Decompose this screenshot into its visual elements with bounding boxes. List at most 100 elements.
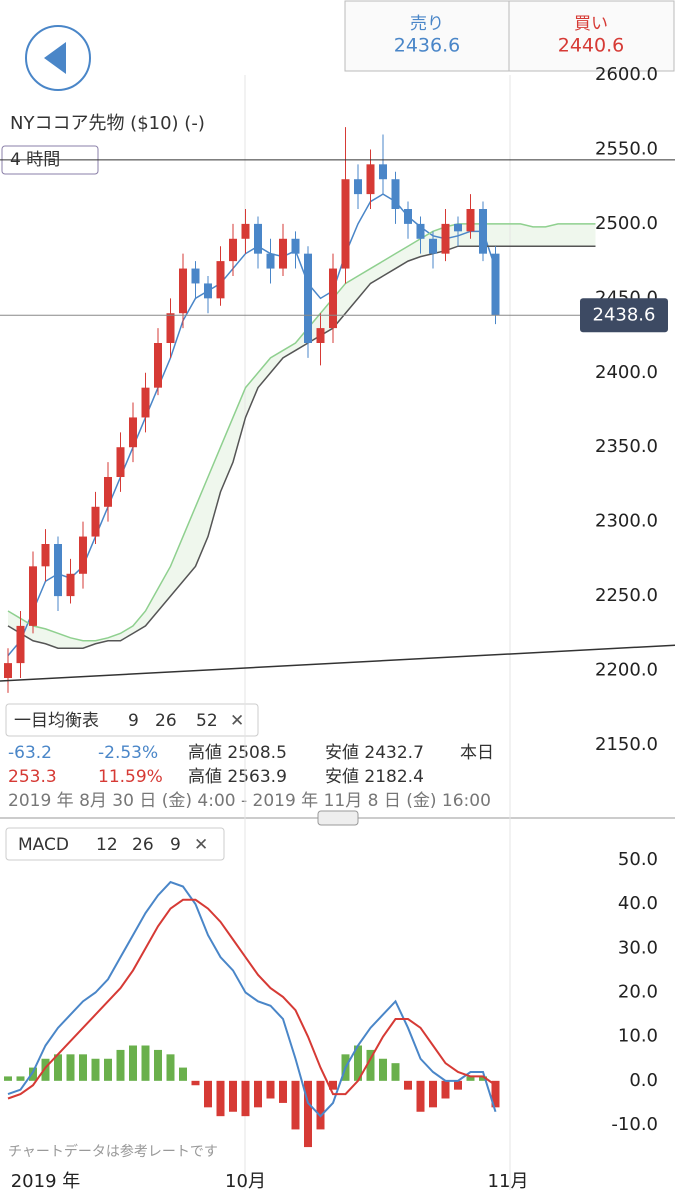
histogram-bar — [141, 1045, 150, 1081]
indicator-line — [7, 193, 497, 657]
macd-param: 12 — [96, 835, 118, 855]
macd-title: MACD — [18, 835, 69, 855]
histogram-bar — [166, 1054, 175, 1081]
y-tick-label: -10.0 — [611, 1114, 658, 1135]
indicator-stat: 高値 2563.9 — [188, 767, 287, 787]
candle-body — [379, 164, 387, 180]
candle-body — [16, 625, 25, 664]
instrument-title: NYココア先物 ($10) (-) — [10, 113, 205, 134]
histogram-bar — [279, 1080, 287, 1103]
indicator-line — [7, 245, 596, 649]
candle-body — [54, 544, 62, 597]
histogram-bar — [79, 1054, 87, 1081]
candle-body — [104, 477, 112, 507]
histogram-bar — [454, 1080, 462, 1090]
candle-body — [166, 313, 175, 343]
histogram-bar — [179, 1067, 187, 1081]
resize-handle[interactable] — [317, 810, 359, 826]
x-tick-label: 10月 — [225, 1171, 266, 1192]
histogram-bar — [266, 1080, 275, 1099]
histogram-bar — [241, 1080, 250, 1117]
indicator-stat: 本日 — [460, 743, 494, 763]
candle-body — [329, 268, 337, 329]
histogram-bar — [429, 1080, 437, 1108]
histogram-bar — [41, 1058, 50, 1081]
candle-body — [229, 238, 237, 262]
indicator-line — [7, 223, 596, 642]
candle-body — [441, 223, 450, 254]
candle-body — [354, 179, 362, 195]
y-tick-label: 2350.0 — [595, 436, 658, 457]
candle-body — [454, 223, 462, 232]
close-icon[interactable]: ✕ — [194, 835, 208, 855]
buy-price: 2440.6 — [558, 35, 624, 57]
candle-body — [129, 417, 137, 448]
histogram-bar — [354, 1045, 362, 1081]
indicator-param: 26 — [155, 711, 177, 731]
buy-button[interactable] — [508, 0, 675, 72]
candle-body — [466, 209, 475, 232]
y-tick-label: 30.0 — [618, 937, 658, 958]
histogram-bar — [366, 1049, 375, 1081]
y-tick-label: 2400.0 — [595, 362, 658, 383]
candle-body — [491, 253, 500, 316]
y-tick-label: 10.0 — [618, 1026, 658, 1047]
macd-chart: -10.0 0.0 10.0 20.0 30.0 40.0 50.0 — [4, 849, 658, 1148]
candle-body — [391, 179, 400, 209]
candle-body — [241, 223, 250, 239]
indicator-stat: 安値 2432.7 — [325, 743, 424, 763]
trend-line — [0, 644, 675, 682]
histogram-bar — [191, 1080, 200, 1086]
histogram-bar — [404, 1080, 412, 1090]
histogram-bar — [4, 1076, 12, 1081]
last-price-box — [580, 298, 668, 333]
indicator-stat: 11.59% — [98, 767, 163, 787]
histogram-bar — [116, 1049, 125, 1081]
y-tick-label: 2500.0 — [595, 213, 658, 234]
indicator-stat: 安値 2182.4 — [325, 767, 424, 787]
histogram-bar — [16, 1076, 25, 1081]
indicator-name: 一目均衡表 — [14, 711, 99, 731]
candle-body — [141, 387, 150, 418]
indicator-stat: -2.53% — [98, 743, 158, 763]
candle-body — [429, 238, 437, 254]
macd-line — [7, 880, 497, 1118]
close-icon[interactable]: ✕ — [230, 711, 244, 731]
histogram-bar — [216, 1080, 225, 1117]
candle-body — [479, 209, 487, 254]
histogram-bar — [466, 1076, 475, 1081]
histogram-bar — [29, 1067, 37, 1081]
candle-body — [216, 261, 225, 299]
indicator-box[interactable] — [5, 703, 259, 737]
indicator-param: 9 — [128, 711, 139, 731]
candle-body — [4, 663, 12, 678]
note: チャートデータは参考レートです — [8, 1143, 218, 1160]
x-tick-label: 2019 年 — [11, 1171, 81, 1192]
indicator-param: 52 — [196, 711, 218, 731]
candle-body — [304, 253, 312, 343]
y-tick-label: 2250.0 — [595, 585, 658, 606]
candle-body — [279, 238, 287, 269]
histogram-bar — [254, 1080, 262, 1108]
candle-body — [254, 223, 262, 254]
sell-label: 売り — [410, 14, 444, 34]
y-tick-label: 20.0 — [618, 982, 658, 1003]
candle-body — [116, 447, 125, 477]
histogram-bar — [104, 1058, 112, 1081]
last-price-label: 2438.6 — [593, 304, 656, 325]
x-tick-label: 11月 — [488, 1171, 529, 1192]
candle-body — [191, 268, 200, 284]
histogram-bar — [204, 1080, 212, 1108]
macd-box[interactable] — [5, 827, 225, 861]
candle-body — [29, 566, 37, 626]
histogram-bar — [66, 1054, 75, 1081]
histogram-bar — [229, 1080, 237, 1112]
sell-button[interactable] — [344, 0, 510, 72]
y-tick-label: 2300.0 — [595, 511, 658, 532]
candle-body — [204, 283, 212, 299]
candle-body — [416, 223, 425, 239]
histogram-bar — [54, 1054, 62, 1081]
y-tick-label: 40.0 — [618, 893, 658, 914]
candle-body — [91, 506, 100, 537]
